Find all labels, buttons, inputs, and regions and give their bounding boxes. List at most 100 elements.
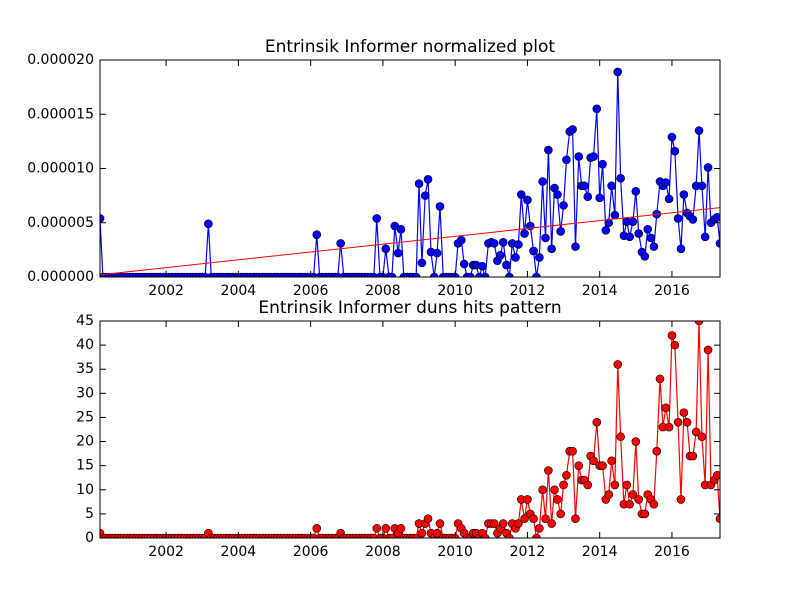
data-point	[673, 417, 683, 427]
data-point	[532, 272, 541, 277]
data-point	[595, 193, 604, 203]
x-tick-label: 2014	[582, 283, 618, 299]
data-point	[610, 210, 620, 220]
y-tick-label: 0.000020	[27, 52, 94, 68]
data-point	[559, 201, 568, 210]
x-tick-label: 2008	[365, 544, 401, 560]
chart-title: Entrinsik Informer duns hits pattern	[258, 298, 561, 318]
data-point	[480, 533, 490, 538]
data-point	[631, 186, 641, 196]
y-tick-label: 25	[76, 409, 94, 425]
data-point	[715, 239, 720, 248]
data-point	[547, 244, 556, 254]
data-point	[673, 214, 683, 223]
data-point	[529, 514, 538, 524]
data-point	[694, 321, 704, 326]
data-point	[496, 251, 505, 260]
data-point	[655, 374, 665, 384]
data-point	[670, 146, 680, 156]
data-point	[712, 471, 720, 480]
data-point	[480, 272, 490, 277]
data-point	[498, 519, 508, 528]
data-point	[538, 485, 547, 495]
data-point	[622, 480, 632, 490]
data-point	[100, 214, 105, 223]
data-point	[643, 224, 653, 234]
data-point	[625, 232, 634, 242]
data-point	[432, 528, 442, 538]
data-point	[204, 219, 213, 229]
axes: Entrinsik Informer duns hits pattern 0 5 10…	[76, 298, 721, 560]
data-point	[625, 499, 634, 509]
trend-line	[100, 207, 720, 276]
data-point	[562, 155, 571, 165]
data-point	[631, 437, 641, 446]
data-point	[664, 422, 674, 432]
data-point	[538, 177, 547, 186]
data-point	[667, 331, 677, 340]
data-point	[387, 272, 397, 277]
data-point	[583, 192, 593, 202]
data-point	[477, 261, 487, 271]
data-point	[691, 427, 701, 437]
axes-frame	[99, 59, 721, 278]
data-point	[592, 417, 602, 427]
data-point	[688, 215, 698, 224]
data-point	[670, 340, 680, 350]
chart-title: Entrinsik Informer normalized plot	[265, 37, 556, 57]
data-point	[601, 226, 611, 235]
data-point	[610, 480, 620, 490]
data-point	[541, 514, 550, 524]
data-point	[435, 519, 445, 528]
data-point	[372, 524, 382, 533]
data-point	[312, 524, 322, 533]
data-point	[550, 485, 559, 495]
data-point	[529, 246, 538, 256]
data-point	[562, 471, 571, 480]
data-point	[688, 451, 698, 461]
data-point	[387, 533, 397, 538]
data-point	[646, 233, 656, 243]
data-point	[604, 490, 614, 499]
data-point	[712, 213, 720, 222]
x-tick-label: 2006	[293, 544, 329, 560]
data-point	[649, 242, 659, 251]
data-point	[553, 190, 562, 199]
data-point	[616, 432, 625, 442]
data-point	[553, 495, 562, 504]
data-point	[423, 514, 433, 524]
axes: Entrinsik Informer normalized plot 0.0000…	[27, 37, 721, 299]
data-point	[661, 403, 671, 413]
x-tick-label: 2002	[148, 283, 184, 299]
data-point	[381, 524, 391, 533]
x-tick-label: 2002	[148, 544, 184, 560]
data-point	[664, 194, 674, 204]
data-point	[589, 456, 598, 466]
data-point	[628, 490, 638, 499]
data-point	[505, 272, 514, 277]
data-point	[697, 432, 707, 442]
data-point	[523, 495, 532, 504]
data-point	[703, 345, 713, 355]
data-point	[556, 227, 565, 236]
data-point	[420, 191, 430, 200]
data-point	[667, 132, 677, 142]
data-point	[694, 126, 704, 135]
data-point	[532, 533, 541, 538]
data-point	[544, 145, 553, 155]
data-line	[100, 71, 720, 277]
y-tick-label: 45	[76, 313, 94, 329]
data-point	[607, 181, 616, 191]
data-point	[607, 456, 616, 466]
y-tick-label: 30	[76, 385, 94, 401]
x-tick-label: 2004	[221, 283, 257, 299]
plot-area	[100, 321, 720, 538]
data-point	[502, 260, 511, 270]
data-point	[547, 519, 556, 528]
y-tick-label: 15	[76, 458, 94, 474]
data-point	[613, 360, 623, 369]
data-point	[514, 240, 523, 249]
